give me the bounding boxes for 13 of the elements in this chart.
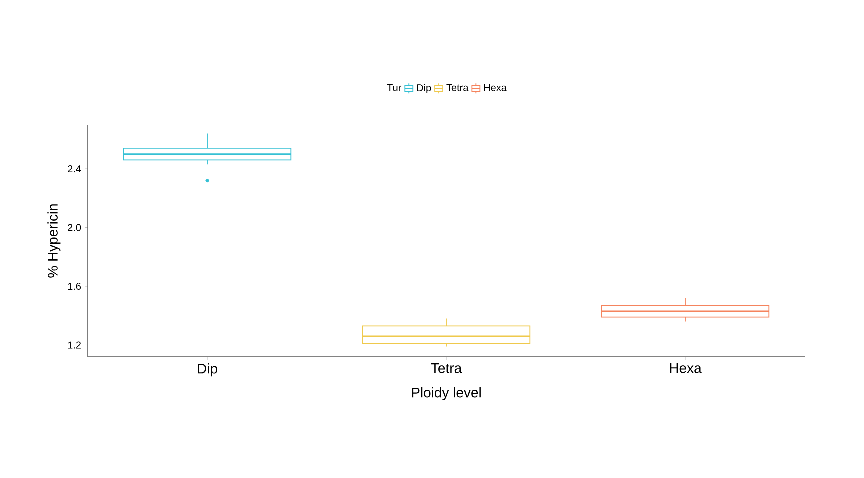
y-tick-label: 2.4 [68,166,82,173]
x-tick-label: Dip [198,364,218,377]
x-axis-title: Ploidy level [412,387,481,400]
legend-label: Dip [417,84,432,94]
legend-title: Tur [387,84,402,92]
y-tick-label: 1.2 [68,342,81,349]
y-tick-label: 2.0 [68,224,82,232]
y-axis-title: % Hypericin [48,204,61,278]
legend-label: Hexa [484,84,507,92]
x-tick-label: Tetra [431,364,462,374]
x-tick-label: Hexa [670,364,702,374]
y-tick-label: 1.6 [68,282,82,290]
legend-label: Tetra [446,84,469,92]
